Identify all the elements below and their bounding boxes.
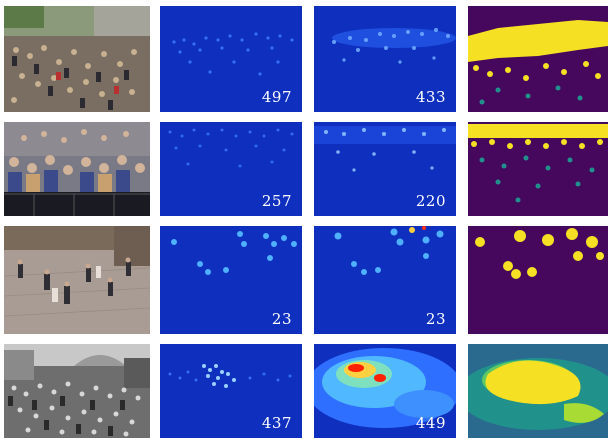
ground-truth-count-row-2: 257 bbox=[261, 192, 292, 210]
predicted-density-map-row-3: 23 bbox=[314, 226, 456, 334]
binary-mask-row-4 bbox=[468, 344, 608, 438]
ground-truth-density-map-row-4: 437 bbox=[160, 344, 302, 438]
crowd-photo-row-4 bbox=[4, 344, 150, 438]
predicted-count-row-3: 23 bbox=[425, 310, 446, 328]
predicted-count-row-2: 220 bbox=[415, 192, 446, 210]
ground-truth-density-map-row-3: 23 bbox=[160, 226, 302, 334]
predicted-count-row-4: 449 bbox=[415, 414, 446, 432]
ground-truth-density-map-row-1: 497 bbox=[160, 6, 302, 112]
binary-mask-row-2 bbox=[468, 122, 608, 216]
ground-truth-count-row-4: 437 bbox=[261, 414, 292, 432]
binary-mask-row-3 bbox=[468, 226, 608, 334]
ground-truth-count-row-3: 23 bbox=[271, 310, 292, 328]
crowd-photo-row-1 bbox=[4, 6, 150, 112]
ground-truth-density-map-row-2: 257 bbox=[160, 122, 302, 216]
crowd-photo-row-3 bbox=[4, 226, 150, 334]
ground-truth-count-row-1: 497 bbox=[261, 88, 292, 106]
predicted-density-map-row-4: 449 bbox=[314, 344, 456, 438]
predicted-density-map-row-1: 433 bbox=[314, 6, 456, 112]
crowd-photo-row-2 bbox=[4, 122, 150, 216]
predicted-density-map-row-2: 220 bbox=[314, 122, 456, 216]
binary-mask-row-1 bbox=[468, 6, 608, 112]
predicted-count-row-1: 433 bbox=[415, 88, 446, 106]
